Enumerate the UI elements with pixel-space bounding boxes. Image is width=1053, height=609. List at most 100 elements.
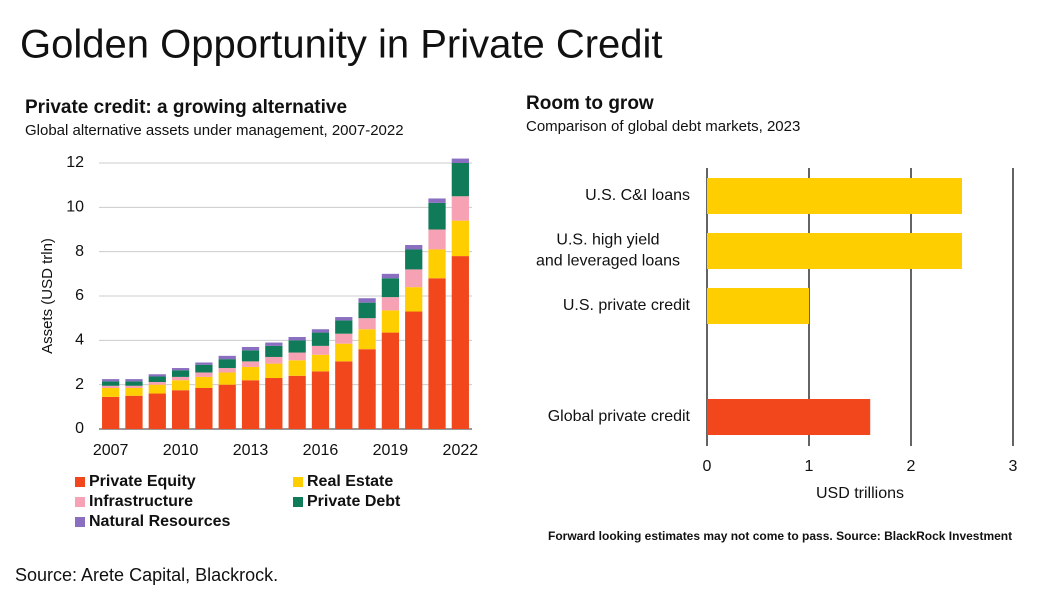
bar-segment <box>288 352 306 361</box>
bar-segment <box>102 387 120 397</box>
bar-segment <box>358 318 376 330</box>
bar-segment <box>405 249 423 270</box>
bar-segment <box>311 332 330 346</box>
bar-segment <box>381 297 400 311</box>
bar-segment <box>288 337 306 341</box>
bar-segment <box>148 393 166 429</box>
bar-segment <box>451 196 469 221</box>
bar-segment <box>405 245 423 250</box>
legend-swatch <box>293 477 303 487</box>
bar-segment <box>148 376 166 383</box>
bar-segment <box>335 333 353 344</box>
y-tick-label: 12 <box>66 154 84 171</box>
bar-segment <box>241 346 260 351</box>
y-tick-label: 10 <box>66 199 84 216</box>
legend-swatch <box>75 497 85 507</box>
bar-segment <box>241 380 260 429</box>
source: Source: Arete Capital, Blackrock. <box>15 565 278 585</box>
y-tick-label: 0 <box>75 420 84 437</box>
bar-segment <box>125 395 143 429</box>
bar-segment <box>428 249 446 279</box>
x-tick-label: 2016 <box>303 442 339 459</box>
bar <box>707 233 962 269</box>
x-tick-label: 3 <box>1009 458 1018 475</box>
bar-segment <box>265 356 283 364</box>
legend-label: Real Estate <box>307 473 393 490</box>
legend-label: Private Equity <box>89 473 196 490</box>
bar-segment <box>265 345 283 357</box>
bar-segment <box>311 345 330 355</box>
bar-segment <box>451 256 469 429</box>
bar-segment <box>381 310 400 333</box>
bar-segment <box>381 332 400 429</box>
bar-segment <box>218 372 236 385</box>
bar-segment <box>311 354 330 372</box>
bar-segment <box>358 329 376 350</box>
bar-segment <box>102 379 120 382</box>
bar-segment <box>171 370 190 377</box>
bar-segment <box>148 374 166 377</box>
bar-segment <box>358 302 376 319</box>
bar <box>707 178 962 214</box>
x-tick-label: 2007 <box>93 442 129 459</box>
bar-segment <box>451 163 469 197</box>
x-tick-label: 0 <box>703 458 712 475</box>
bar-segment <box>218 368 236 373</box>
bar-segment <box>148 382 166 385</box>
bar-segment <box>241 361 260 367</box>
x-axis-label: USD trillions <box>816 485 904 502</box>
bar-segment <box>288 340 306 353</box>
bar-segment <box>195 376 213 388</box>
bar <box>707 399 871 435</box>
bar-segment <box>195 372 213 377</box>
y-tick-label: 8 <box>75 243 84 260</box>
bar <box>707 288 809 324</box>
bar-segment <box>125 385 143 388</box>
category-label: U.S. C&I loans <box>585 187 690 204</box>
bar-segment <box>265 378 283 429</box>
bar-segment <box>451 220 469 257</box>
x-tick-label: 1 <box>805 458 814 475</box>
bar-segment <box>171 380 190 391</box>
bar-segment <box>218 384 236 429</box>
bar-segment <box>381 273 400 279</box>
bar-segment <box>405 287 423 312</box>
bar-segment <box>381 278 400 298</box>
y-axis-label: Assets (USD trln) <box>39 238 56 354</box>
bar-segment <box>125 387 143 396</box>
legend-label: Natural Resources <box>89 513 230 530</box>
bar-segment <box>241 350 260 362</box>
bar-segment <box>218 359 236 369</box>
x-tick-label: 2022 <box>443 442 479 459</box>
bar-segment <box>241 366 260 381</box>
legend-label: Infrastructure <box>89 493 193 510</box>
bar-segment <box>428 202 446 230</box>
bar-segment <box>311 329 330 333</box>
bar-segment <box>335 343 353 362</box>
bar-segment <box>288 360 306 376</box>
bar-segment <box>218 355 236 360</box>
legend-swatch <box>75 477 85 487</box>
category-label: Global private credit <box>548 408 691 425</box>
bar-segment <box>195 362 213 365</box>
legend-swatch <box>293 497 303 507</box>
bar-segment <box>195 387 213 429</box>
legend-swatch <box>75 517 85 527</box>
bar-segment <box>265 363 283 379</box>
bar-segment <box>171 376 190 381</box>
bar-segment <box>288 375 306 429</box>
bar-segment <box>428 229 446 250</box>
bar-segment <box>125 379 143 382</box>
bar-segment <box>148 384 166 394</box>
bar-segment <box>265 342 283 346</box>
category-label: U.S. private credit <box>563 297 691 314</box>
bar-segment <box>428 198 446 203</box>
bar-segment <box>358 298 376 303</box>
bar-segment <box>125 381 143 386</box>
legend-label: Private Debt <box>307 493 401 510</box>
bar-segment <box>358 349 376 429</box>
bar-segment <box>451 158 469 163</box>
bar-segment <box>311 371 330 429</box>
bar-segment <box>171 390 190 429</box>
chart-subtitle: Comparison of global debt markets, 2023 <box>526 118 800 135</box>
